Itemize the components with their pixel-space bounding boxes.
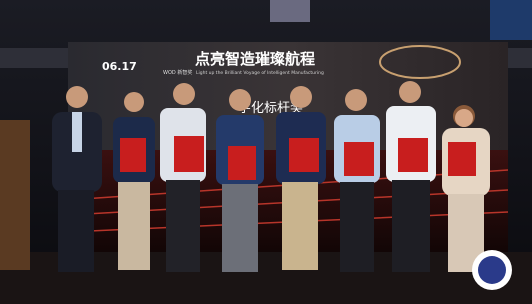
certificate (120, 138, 146, 172)
screen-subtitle: Light up the Brilliant Voyage of Intelli… (196, 70, 324, 76)
page: Award photo html, body { margin: 0; padd… (0, 0, 532, 304)
screen-logo: WOD 新智奖 (163, 69, 192, 76)
certificate (398, 138, 428, 172)
certificate (448, 142, 476, 176)
body: {"screen": {"date": "06.17", "title": "点… (0, 0, 532, 304)
certificate (344, 142, 374, 176)
side-sign (490, 0, 532, 40)
certificate (289, 138, 319, 172)
ceiling-light (270, 0, 310, 22)
person (113, 92, 155, 270)
person (386, 81, 436, 272)
balcony (0, 48, 70, 68)
photo: 06.17 WOD 新智奖 点亮智造璀璨航程 Light up the Bril… (0, 0, 532, 304)
screen-date: 06.17 (102, 60, 137, 73)
person (334, 89, 380, 272)
person (160, 83, 206, 272)
certificate (174, 136, 204, 172)
logo-inner (478, 256, 506, 284)
screen-title: 点亮智造璀璨航程 (195, 50, 315, 68)
person (216, 89, 264, 272)
person (442, 105, 490, 272)
side-panel (0, 120, 30, 270)
certificate (228, 146, 256, 180)
